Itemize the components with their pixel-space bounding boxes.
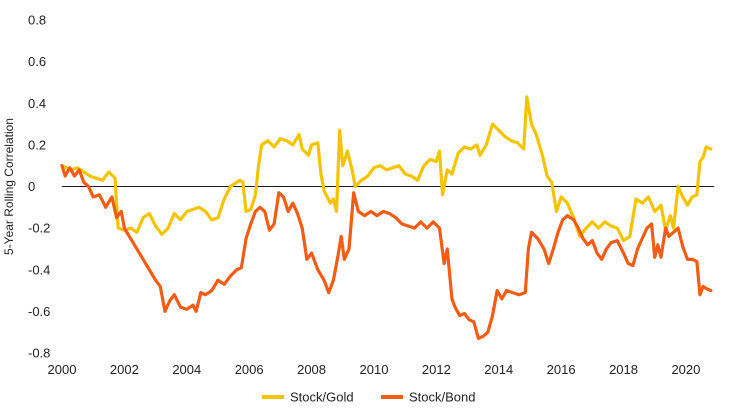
y-tick-label: -0.2 [28, 221, 50, 236]
legend-label: Stock/Gold [290, 390, 354, 405]
y-tick-label: 0.6 [28, 54, 46, 69]
legend: Stock/Gold Stock/Bond [262, 390, 476, 405]
x-tick-label: 2012 [422, 362, 451, 377]
y-tick-label: 0.2 [28, 137, 46, 152]
series-line-stock-bond [60, 164, 713, 341]
x-tick-label: 2006 [235, 362, 264, 377]
y-tick-label: 0.4 [28, 96, 46, 111]
y-tick-label: -0.4 [28, 262, 50, 277]
x-tick-label: 2000 [48, 362, 77, 377]
y-tick-label: 0 [28, 179, 35, 194]
x-tick-label: 2018 [609, 362, 638, 377]
x-tick-label: 2014 [484, 362, 513, 377]
y-tick-label: 0.8 [28, 13, 46, 28]
y-axis-tick-labels: 0.8 0.6 0.4 0.2 0 -0.2 -0.4 -0.6 -0.8 [28, 13, 50, 361]
y-tick-label: -0.8 [28, 346, 50, 361]
series-line-stock-gold [60, 95, 713, 243]
x-tick-label: 2010 [360, 362, 389, 377]
legend-label: Stock/Bond [409, 390, 476, 405]
y-tick-label: -0.6 [28, 304, 50, 319]
x-tick-label: 2004 [172, 362, 201, 377]
x-tick-label: 2002 [110, 362, 139, 377]
x-axis-tick-labels: 2000 2002 2004 2006 2008 2010 2012 2014 2016 2018… [48, 362, 701, 377]
x-tick-label: 2008 [297, 362, 326, 377]
series-layer [60, 95, 713, 341]
x-tick-label: 2016 [547, 362, 576, 377]
y-axis-title: 5-Year Rolling Correlation [2, 118, 16, 255]
x-tick-label: 2020 [671, 362, 700, 377]
